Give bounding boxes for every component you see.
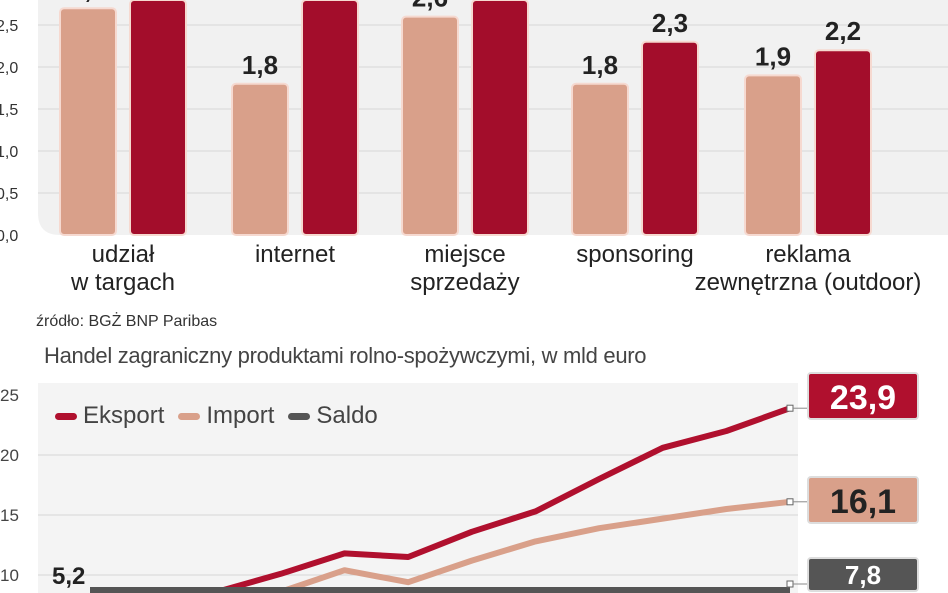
end-value-box	[807, 557, 919, 592]
y-tick-label: 15	[0, 506, 19, 525]
bar-value-label: 1,9	[755, 41, 791, 71]
legend-item-eksport: Eksport	[55, 402, 164, 430]
y-tick-label: 10	[0, 566, 19, 585]
end-value-label: 23,9	[830, 379, 896, 417]
bar-value-label: 2,2	[825, 16, 861, 46]
source-note: źródło: BGŻ BNP Paribas	[36, 313, 218, 330]
bar	[744, 74, 802, 237]
bar	[129, 0, 187, 236]
bar	[401, 15, 459, 236]
legend-item-import: Import	[178, 402, 274, 430]
legend-swatch	[288, 413, 311, 421]
line-chart-title: Handel zagraniczny produktami rolno-spoż…	[44, 343, 647, 368]
y-tick-label: 25	[0, 386, 19, 405]
bar	[471, 0, 529, 236]
legend-item-saldo: Saldo	[288, 402, 378, 430]
legend-label: Eksport	[83, 402, 165, 429]
line-plot-background	[38, 383, 798, 593]
y-tick-label: 2,5	[0, 18, 18, 35]
y-tick-label: 0,0	[0, 228, 18, 245]
bar	[641, 40, 699, 236]
bar	[814, 49, 872, 237]
bar-value-label: 1,8	[242, 50, 278, 80]
start-value-label: 5,2	[52, 563, 85, 590]
end-marker	[786, 498, 794, 506]
x-category-label: udział	[92, 241, 155, 268]
legend-label: Import	[206, 402, 275, 429]
y-tick-label: 0,5	[0, 186, 18, 203]
bar-value-label: 2,6	[412, 0, 448, 13]
bar	[571, 82, 629, 236]
legend-label: Saldo	[316, 402, 378, 429]
y-tick-label: 1,0	[0, 144, 18, 161]
end-value-label: 7,8	[845, 560, 881, 590]
bar-value-label: 2,7	[70, 0, 106, 4]
y-tick-label: 20	[0, 446, 19, 465]
bar-value-label: 1,8	[582, 50, 618, 80]
legend-swatch	[55, 413, 77, 421]
legend: Eksport Import Saldo	[55, 402, 378, 430]
bar-value-label: 2,3	[652, 8, 688, 38]
x-category-label: miejsce	[424, 241, 505, 268]
x-category-label: reklama	[765, 241, 851, 268]
end-value-label: 16,1	[830, 483, 896, 521]
end-marker	[786, 404, 794, 412]
bar	[59, 7, 117, 237]
x-category-label: sponsoring	[576, 241, 693, 268]
x-category-label: w targach	[70, 269, 175, 296]
bar	[231, 82, 289, 236]
legend-swatch	[178, 413, 201, 421]
x-category-label: internet	[255, 241, 335, 268]
bar	[301, 0, 359, 236]
end-value-box	[807, 372, 919, 420]
x-category-label: sprzedaży	[410, 269, 519, 296]
y-tick-label: 2,0	[0, 60, 18, 77]
y-tick-label: 1,5	[0, 102, 18, 119]
end-marker	[786, 580, 794, 588]
end-value-box	[807, 476, 919, 524]
x-category-label: zewnętrzna (outdoor)	[695, 269, 922, 296]
